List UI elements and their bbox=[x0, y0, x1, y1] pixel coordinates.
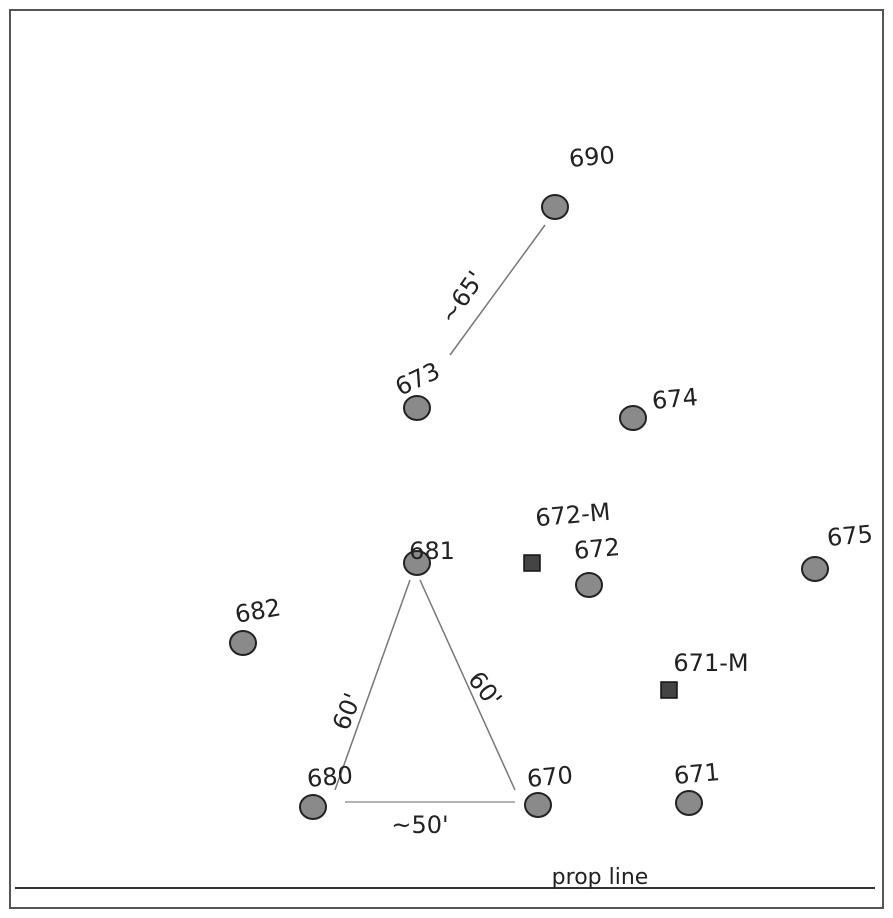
node-label: 675 bbox=[826, 520, 874, 552]
marker bbox=[660, 681, 678, 699]
node-label: 670 bbox=[526, 761, 574, 793]
prop-line-label: prop line bbox=[552, 865, 649, 890]
edge-label: ~65' bbox=[434, 266, 490, 329]
node-label: 681 bbox=[409, 537, 455, 565]
well bbox=[524, 792, 552, 818]
edge-label: 60' bbox=[327, 689, 367, 734]
node-label: 690 bbox=[568, 141, 616, 173]
frame bbox=[9, 9, 884, 909]
well bbox=[575, 572, 603, 598]
node-label: 674 bbox=[651, 383, 699, 415]
edge bbox=[334, 579, 411, 791]
node-label: 673 bbox=[391, 357, 444, 402]
node-label: 671-M bbox=[673, 649, 748, 677]
well bbox=[541, 194, 569, 220]
node-label: 682 bbox=[233, 593, 283, 629]
well bbox=[229, 630, 257, 656]
edge-label: ~50' bbox=[391, 811, 448, 839]
edge bbox=[419, 579, 516, 791]
marker bbox=[523, 554, 541, 572]
well bbox=[675, 790, 703, 816]
well bbox=[403, 395, 431, 421]
well bbox=[299, 794, 327, 820]
edge-label: 60' bbox=[462, 666, 507, 713]
well bbox=[801, 556, 829, 582]
node-label: 680 bbox=[306, 761, 354, 793]
well bbox=[619, 405, 647, 431]
well bbox=[403, 550, 431, 576]
edge bbox=[449, 224, 546, 356]
node-label: 671 bbox=[673, 758, 721, 790]
node-label: 672-M bbox=[534, 498, 611, 532]
node-label: 672 bbox=[573, 533, 621, 565]
